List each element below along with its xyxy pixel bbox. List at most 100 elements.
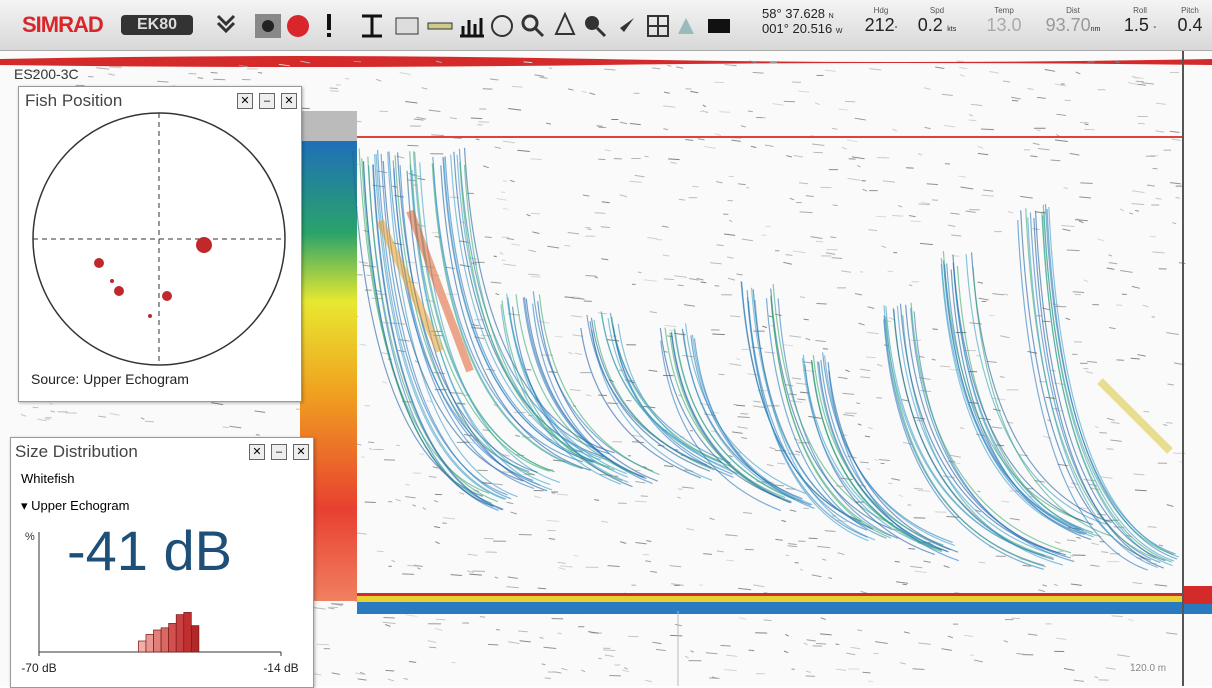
echo-noise xyxy=(803,508,809,509)
pin-button[interactable]: ✕ xyxy=(237,93,253,109)
echo-noise xyxy=(816,241,823,242)
echo-noise xyxy=(833,205,838,206)
histogram-bar xyxy=(161,628,169,652)
echo-noise xyxy=(1084,124,1088,125)
depth-icon[interactable] xyxy=(362,16,382,36)
echo-noise xyxy=(1106,449,1113,450)
echo-noise xyxy=(402,574,414,575)
echo-noise xyxy=(564,245,570,246)
echo-noise xyxy=(740,413,747,414)
echo-noise xyxy=(970,655,974,656)
echo-noise xyxy=(598,658,601,659)
echo-noise xyxy=(1012,100,1018,101)
battery-icon[interactable] xyxy=(708,19,730,33)
size-distribution-panel: Size Distribution ✕ – ✕ Whitefish ▾ Uppe… xyxy=(10,437,314,688)
label: Dist xyxy=(1040,6,1106,15)
echo-noise xyxy=(1166,423,1173,424)
echo-noise xyxy=(932,329,937,330)
label: Hdg xyxy=(858,6,904,15)
bottom-line xyxy=(357,596,1183,602)
toolbar: SIMRAD EK80 58° 37.628 N 001° 20.516 W H… xyxy=(0,0,1212,51)
roll: Roll1.5 ° xyxy=(1118,6,1162,36)
histogram-bar xyxy=(191,626,199,652)
transducer-label: ES200-3C xyxy=(14,66,79,82)
echo-noise xyxy=(712,334,725,335)
echo-noise xyxy=(258,72,262,73)
source-dropdown[interactable]: ▾ Upper Echogram xyxy=(21,498,129,514)
echo-noise xyxy=(863,672,871,673)
pitch: Pitch0.4 xyxy=(1170,6,1210,36)
echo-noise xyxy=(1067,250,1080,251)
collapse-icon[interactable] xyxy=(218,16,234,31)
scatter-icon[interactable] xyxy=(396,18,418,34)
echo-noise xyxy=(407,145,418,146)
echo-noise xyxy=(527,370,532,371)
minimize-button[interactable]: – xyxy=(259,93,275,109)
label: Spd xyxy=(912,6,962,15)
echo-noise xyxy=(429,647,436,648)
echo-noise xyxy=(1080,183,1092,184)
bottom-icon[interactable] xyxy=(556,14,574,34)
echo-noise xyxy=(903,584,907,585)
echo-noise xyxy=(317,644,330,645)
range-icon[interactable] xyxy=(428,23,452,29)
species: Whitefish xyxy=(21,471,74,486)
echo-noise xyxy=(531,213,540,214)
record-icon[interactable] xyxy=(287,15,309,37)
longitude: 001° 20.516 xyxy=(762,21,832,36)
layout-icon[interactable] xyxy=(678,18,694,34)
echo-noise xyxy=(603,650,615,651)
close-button[interactable]: ✕ xyxy=(281,93,297,109)
echo-noise xyxy=(736,405,745,406)
speed: Spd0.2 kts xyxy=(912,6,962,36)
echo-noise xyxy=(405,484,409,485)
echo-noise xyxy=(969,120,977,121)
echo-noise xyxy=(866,357,876,358)
echo-noise xyxy=(145,421,154,422)
unit: nm xyxy=(1091,26,1101,33)
zoom-out-icon[interactable] xyxy=(585,16,599,30)
echo-noise xyxy=(888,483,893,484)
echo-noise xyxy=(746,187,749,188)
brand: SIMRAD xyxy=(22,12,103,38)
histogram-icon[interactable] xyxy=(460,18,484,36)
histogram-bar xyxy=(154,630,162,652)
zoom-icon[interactable] xyxy=(523,16,537,30)
echo-noise xyxy=(331,604,343,605)
echo-noise xyxy=(354,61,361,62)
echo-noise xyxy=(383,617,394,618)
close-button[interactable]: ✕ xyxy=(293,444,309,460)
panel-title: Fish Position xyxy=(25,91,122,111)
echo-noise xyxy=(597,126,603,127)
echo-noise xyxy=(733,404,736,405)
echo-noise xyxy=(717,245,724,246)
echo-noise xyxy=(892,215,903,216)
echo-noise xyxy=(595,213,606,214)
lon-hemisphere: W xyxy=(836,28,843,35)
echo-noise xyxy=(1073,292,1084,293)
echo-noise xyxy=(431,135,444,136)
position-plot xyxy=(19,111,301,371)
echo-noise xyxy=(719,112,730,113)
echo-noise xyxy=(809,538,818,539)
echo-noise xyxy=(895,561,900,562)
alert-icon[interactable] xyxy=(327,14,331,30)
echo-noise xyxy=(396,445,400,446)
echo-noise xyxy=(452,662,456,663)
histogram-bar xyxy=(169,623,177,652)
back-icon[interactable] xyxy=(620,18,634,32)
echo-noise xyxy=(714,82,723,83)
echo-noise xyxy=(960,428,964,429)
echo-noise xyxy=(385,670,394,671)
product: EK80 xyxy=(121,15,193,35)
fish-position-panel: Fish Position ✕ – ✕ Source: Upper Echogr… xyxy=(18,86,302,402)
pin-button[interactable]: ✕ xyxy=(249,444,265,460)
position-icon[interactable] xyxy=(492,16,512,36)
minimize-button[interactable]: – xyxy=(271,444,287,460)
source: Upper Echogram xyxy=(31,498,129,513)
echo-noise xyxy=(686,89,692,90)
latitude: 58° 37.628 xyxy=(762,6,825,21)
histogram: % -70 dB-14 dB xyxy=(11,528,313,687)
echo-noise xyxy=(981,129,994,130)
